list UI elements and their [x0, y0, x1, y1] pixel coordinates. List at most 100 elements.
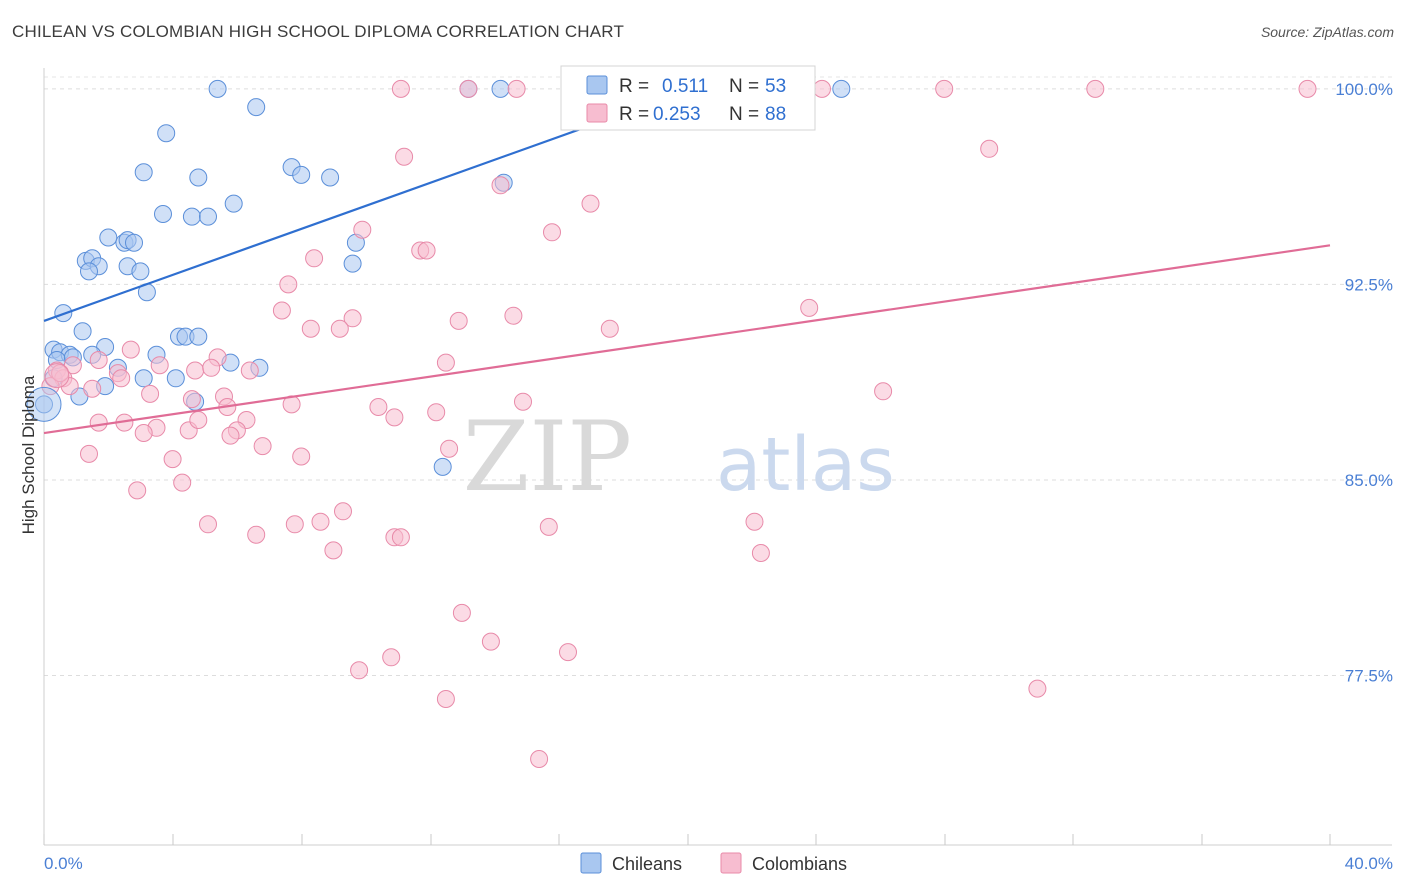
colombian-point: [141, 384, 160, 403]
colombian-point: [134, 424, 153, 442]
bottom-legend-label-colombians: Colombians: [752, 854, 847, 874]
colombian-point: [514, 392, 532, 411]
colombian-point: [459, 79, 478, 98]
colombian-point: [1086, 79, 1105, 98]
chilean-point: [224, 194, 243, 213]
colombian-point: [452, 603, 471, 622]
chilean-point: [80, 262, 98, 281]
colombian-point: [221, 426, 240, 445]
data-points: [26, 79, 1317, 768]
colombian-point: [253, 437, 272, 456]
chilean-point: [491, 79, 510, 98]
chilean-point: [99, 228, 118, 247]
colombian-point: [121, 340, 140, 359]
colombian-point: [600, 319, 619, 338]
chilean-point: [247, 98, 266, 117]
colombian-point: [1298, 79, 1317, 98]
colombian-point: [369, 398, 388, 416]
chart-title: CHILEAN VS COLOMBIAN HIGH SCHOOL DIPLOMA…: [12, 22, 625, 41]
chilean-point: [189, 327, 208, 346]
colombian-trend-line: [43, 244, 1331, 435]
colombian-point: [813, 79, 831, 98]
colombian-point: [417, 241, 436, 260]
colombian-point: [543, 223, 561, 242]
y-tick-label: 92.5%: [1345, 275, 1393, 294]
colombian-point: [385, 408, 404, 427]
chilean-point: [157, 124, 176, 143]
colombian-point: [301, 319, 320, 338]
colombian-point: [150, 356, 169, 375]
chilean-point: [199, 207, 217, 226]
colombian-point: [382, 648, 401, 667]
colombian-point: [491, 176, 510, 195]
colombian-point: [305, 249, 324, 268]
colombian-point: [504, 306, 523, 325]
colombian-point: [112, 369, 131, 388]
colombian-point: [189, 411, 208, 429]
colombian-point: [874, 382, 893, 401]
axes: [43, 68, 1392, 846]
x-tick-labels: 0.0% 40.0%: [44, 854, 1393, 873]
colombian-point-large: [44, 363, 70, 389]
y-tick-label: 100.0%: [1335, 80, 1393, 99]
chilean-point: [182, 207, 201, 226]
chilean-point: [832, 79, 851, 98]
colombian-point: [247, 525, 266, 544]
colombian-point: [745, 512, 764, 531]
colombian-point: [279, 275, 298, 294]
chilean-point: [292, 165, 311, 184]
colombian-point: [391, 79, 410, 98]
colombian-point: [343, 309, 362, 328]
watermark: ZIP atlas: [463, 401, 895, 513]
chilean-point: [208, 79, 227, 98]
legend-r-value-2: 0.253: [653, 104, 701, 125]
series-legend: Chileans Colombians: [580, 852, 847, 874]
bottom-legend-swatch-chileans: [580, 852, 602, 874]
colombian-point: [481, 632, 500, 651]
chilean-point: [433, 457, 452, 476]
legend-r-label-2: R =: [619, 104, 649, 125]
watermark-zip: ZIP: [463, 401, 632, 513]
colombian-point: [240, 361, 259, 380]
colombian-point: [1028, 679, 1047, 698]
colombian-point: [440, 439, 459, 458]
chilean-point: [134, 369, 153, 388]
colombian-point: [334, 502, 352, 521]
chilean-point: [154, 205, 172, 223]
colombian-point: [285, 515, 304, 534]
colombian-point: [559, 643, 577, 662]
bottom-legend-swatch-colombians: [720, 852, 742, 874]
chilean-point: [125, 233, 143, 252]
y-axis-label: High School Diploma: [19, 375, 38, 534]
colombian-point: [751, 544, 770, 562]
legend-n-value-2: 88: [765, 104, 786, 125]
legend-r-label-1: R =: [619, 76, 649, 97]
colombian-point: [80, 444, 98, 463]
watermark-atlas: atlas: [716, 422, 895, 508]
colombian-point: [436, 690, 455, 708]
chilean-point: [134, 163, 153, 182]
chilean-point: [321, 168, 340, 187]
colombian-point: [292, 447, 311, 466]
colombian-point: [186, 361, 205, 380]
colombian-point: [182, 390, 201, 409]
chilean-point: [166, 369, 185, 388]
colombian-point: [507, 79, 526, 98]
colombian-point: [353, 220, 372, 239]
legend-n-label-1: N =: [729, 76, 759, 97]
colombian-point: [980, 139, 999, 158]
colombian-point: [427, 403, 446, 422]
colombian-point: [272, 301, 291, 320]
bottom-legend-label-chileans: Chileans: [612, 854, 682, 874]
chilean-point: [73, 322, 92, 341]
colombian-point: [800, 298, 819, 317]
colombian-point: [436, 353, 455, 372]
stats-legend: R = 0.511 N = 53 R = 0.253 N = 88: [560, 65, 816, 131]
colombian-point: [202, 358, 221, 377]
colombian-point: [324, 541, 343, 560]
colombian-point: [128, 481, 147, 500]
y-tick-labels: 100.0% 92.5% 85.0% 77.5%: [1335, 80, 1393, 686]
chart-source: Source: ZipAtlas.com: [1260, 24, 1394, 40]
colombian-point: [581, 194, 600, 213]
